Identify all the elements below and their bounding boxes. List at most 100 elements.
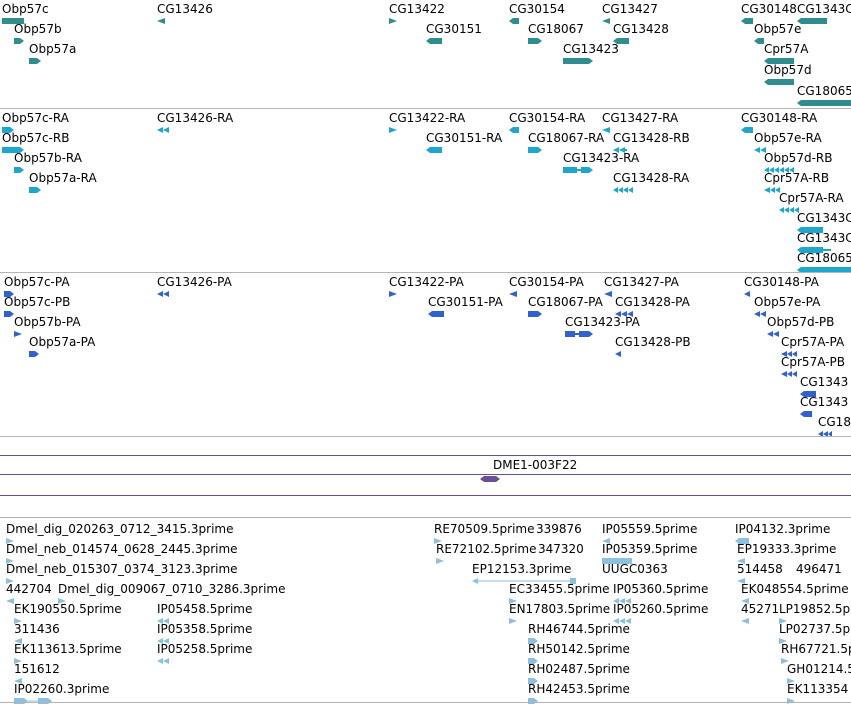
feature-label: CG13427-PA — [604, 275, 679, 289]
transcript-glyph — [528, 147, 542, 153]
est-glyph — [528, 698, 538, 704]
feature-label: CG13428-RB — [613, 131, 690, 145]
feature-label: CG30151-RA — [426, 131, 503, 145]
gene-glyph — [528, 38, 542, 44]
feature-label: CG30154-RA — [509, 111, 586, 125]
feature-label: EC33455.5prime — [509, 582, 610, 596]
transcript-glyph — [14, 167, 24, 173]
feature-label: RH50142.5prime — [528, 642, 630, 656]
est-glyph — [602, 538, 610, 544]
protein-glyph — [4, 311, 14, 317]
transcript-glyph — [563, 167, 593, 173]
feature-label: CG30148 — [741, 2, 797, 16]
feature-label: Cpr57A-RB — [764, 171, 830, 185]
feature-label: IP05260.5prime — [613, 602, 709, 616]
feature-label: LP19852.5p — [779, 602, 851, 616]
gene-glyph — [2, 18, 24, 24]
track-separator — [0, 108, 851, 109]
feature-label: Obp57c-PB — [4, 295, 71, 309]
genes-track: Obp57c Obp57b Obp57a CG13426 CG13422 CG3… — [0, 0, 851, 108]
feature-label: CG13423 — [563, 42, 619, 56]
est-glyph — [528, 658, 538, 664]
est-glyph — [781, 658, 789, 664]
protein-glyph — [818, 431, 832, 436]
gene-glyph — [157, 18, 165, 24]
transcript-glyph — [764, 167, 794, 173]
cytoband-track: DME1-003F22 — [0, 437, 851, 517]
feature-label: CG1343C — [797, 231, 851, 245]
feature-label: CG30154-PA — [509, 275, 584, 289]
gene-glyph — [797, 18, 827, 24]
feature-label: IP05360.5prime — [613, 582, 709, 596]
gene-glyph — [426, 38, 442, 44]
feature-label: CG30151-PA — [428, 295, 503, 309]
est-glyph — [6, 538, 14, 544]
transcript-glyph — [426, 147, 442, 153]
feature-label: 311436 — [14, 622, 60, 636]
transcript-glyph — [2, 127, 14, 133]
transcript-glyph — [797, 227, 823, 233]
est-glyph — [528, 678, 538, 684]
transcript-glyph — [613, 147, 627, 153]
feature-label: CG18067 — [528, 22, 584, 36]
est-glyph — [779, 638, 787, 644]
gene-glyph — [14, 38, 24, 44]
transcript-glyph — [797, 267, 851, 272]
proteins-track: Obp57c-PA Obp57c-PB Obp57b-PA Obp57a-PA … — [0, 273, 851, 436]
feature-label: GH01214.5 — [787, 662, 851, 676]
est-glyph — [737, 578, 745, 584]
feature-label: CG13426 — [157, 2, 213, 16]
track-separator — [0, 272, 851, 273]
gene-glyph — [389, 18, 397, 24]
feature-label: Cpr57A-RA — [779, 191, 844, 205]
gene-glyph — [29, 58, 41, 64]
feature-label: Obp57b-PA — [14, 315, 81, 329]
est-glyph — [6, 558, 14, 564]
feature-label: CG13426-PA — [157, 275, 232, 289]
feature-label: CG30148-RA — [741, 111, 818, 125]
est-glyph — [14, 638, 22, 644]
est-track: Dmel_dig_020263_0712_3415.3prime Dmel_ne… — [0, 518, 851, 704]
feature-label: Dmel_dig_009067_0710_3286.3prime — [58, 582, 286, 596]
protein-glyph — [428, 311, 444, 317]
feature-label: Obp57a-RA — [29, 171, 97, 185]
protein-glyph — [800, 391, 816, 397]
transcript-glyph — [779, 207, 799, 213]
protein-glyph — [604, 291, 612, 297]
feature-label: CG1343 — [800, 375, 849, 389]
feature-label: Obp57c-PA — [4, 275, 70, 289]
feature-label: Obp57c — [2, 2, 49, 16]
feature-label: CG13426-RA — [157, 111, 234, 125]
gene-glyph — [754, 38, 764, 44]
feature-label: Obp57b — [14, 22, 62, 36]
feature-label: CG13428 — [613, 22, 669, 36]
feature-label: 339876 — [536, 522, 582, 536]
feature-label: Dmel_dig_020263_0712_3415.3prime — [6, 522, 234, 536]
protein-glyph — [509, 291, 517, 297]
bac-clone-glyph[interactable] — [480, 471, 500, 485]
transcript-glyph — [613, 187, 633, 193]
gene-glyph — [563, 58, 593, 64]
est-glyph — [528, 638, 538, 644]
gene-glyph — [602, 18, 610, 24]
feature-label: 514458 — [737, 562, 783, 576]
feature-label: CG13422 — [389, 2, 445, 16]
feature-label: EP12153.3prime — [472, 562, 572, 576]
protein-glyph — [754, 311, 766, 317]
feature-label: EK113613.5prime — [14, 642, 122, 656]
transcript-glyph — [754, 147, 766, 153]
protein-glyph — [744, 291, 750, 297]
feature-label: Dmel_neb_014574_0628_2445.3prime — [6, 542, 238, 556]
est-glyph — [613, 618, 631, 624]
feature-label: RH42453.5prime — [528, 682, 630, 696]
band-line-middle — [0, 474, 851, 475]
feature-label: 45271 — [741, 602, 780, 616]
est-glyph — [602, 558, 632, 564]
feature-label: IP05358.5prime — [157, 622, 253, 636]
feature-label: IP05559.5prime — [602, 522, 698, 536]
feature-label: EK190550.5prime — [14, 602, 122, 616]
gene-glyph — [764, 79, 794, 85]
feature-label: RH02487.5prime — [528, 662, 630, 676]
protein-glyph — [615, 311, 633, 317]
feature-label: IP05359.5prime — [602, 542, 698, 556]
